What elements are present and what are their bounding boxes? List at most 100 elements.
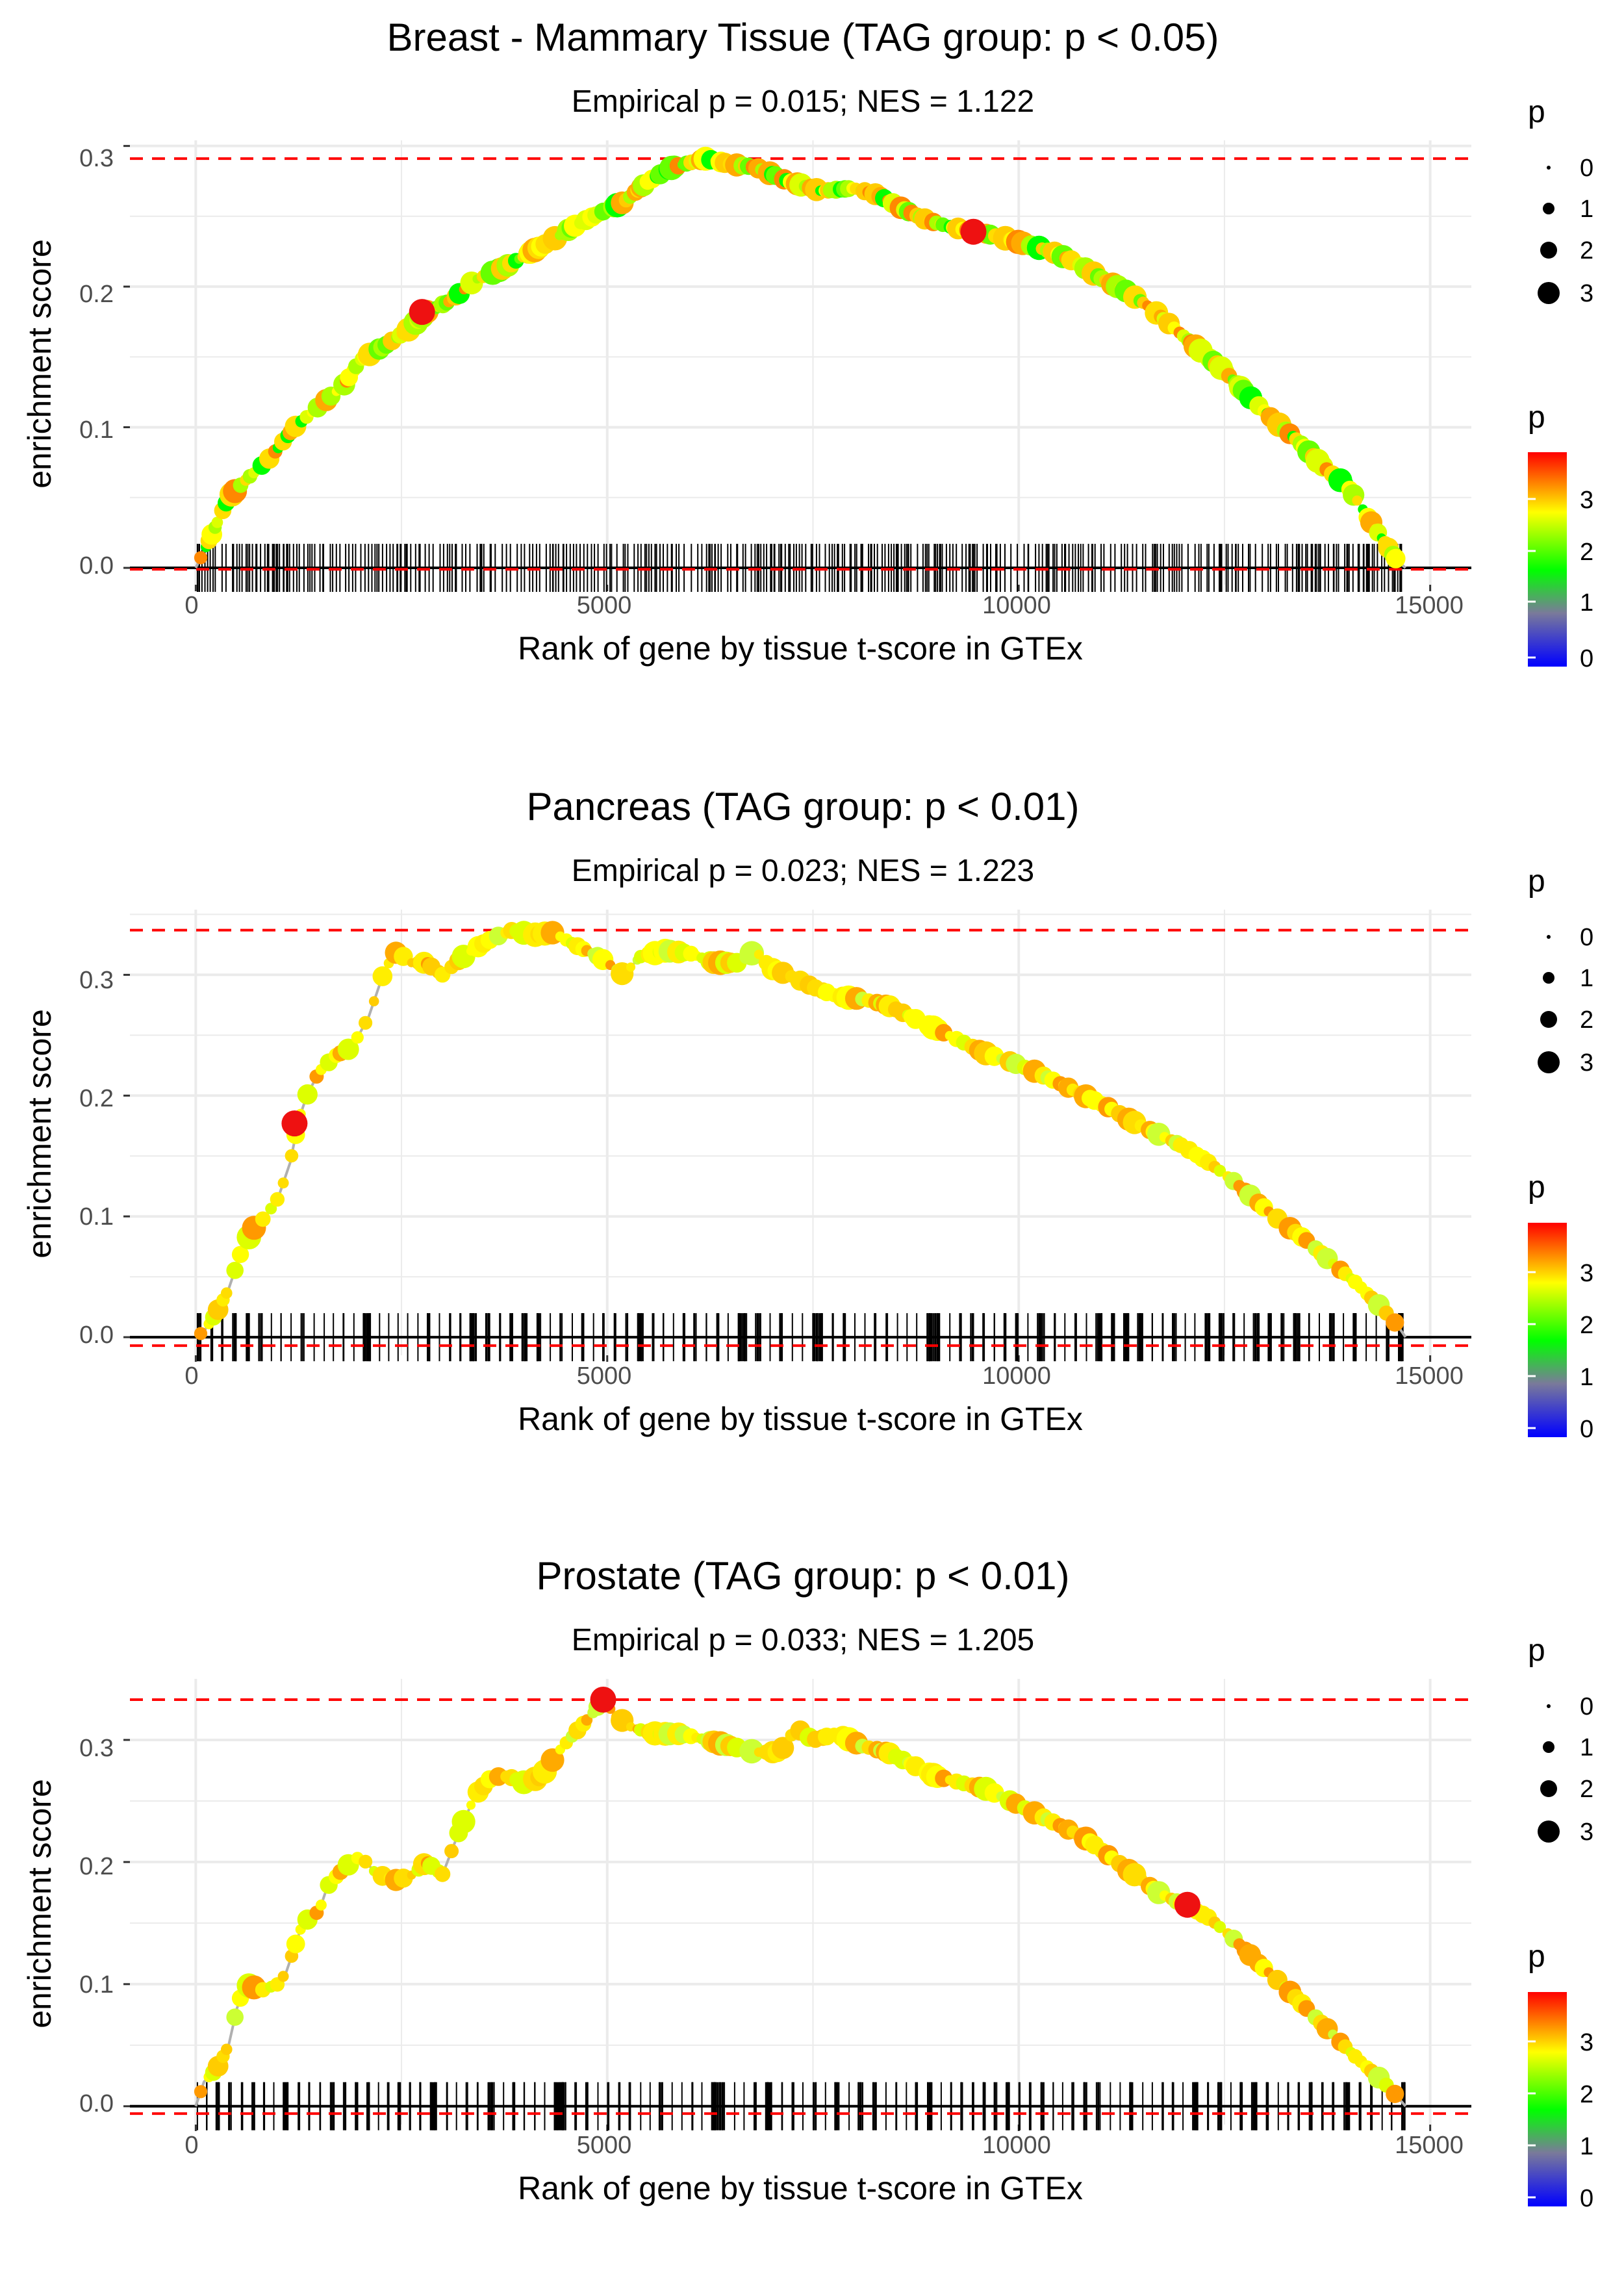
size-legend: p 0 1 2 3 [1528,1633,1593,1846]
color-legend: p 0 1 2 3 [1528,400,1593,672]
enrichment-point [351,1031,364,1044]
enrichment-point [221,1287,233,1299]
panel-subtitle: Empirical p = 0.023; NES = 1.223 [572,854,1034,888]
significant-point [960,218,987,245]
color-legend-label: 0 [1580,1416,1593,1443]
color-legend-label: 0 [1580,2185,1593,2212]
x-tick-label: 10000 [982,592,1051,619]
size-legend-dot [1538,282,1560,304]
panel-title: Breast - Mammary Tissue (TAG group: p < … [387,16,1219,59]
enrichment-point [434,1866,451,1882]
y-tick-label: 0.2 [79,1853,114,1880]
color-legend-label: 3 [1580,1260,1593,1287]
size-legend-label: 3 [1580,280,1593,307]
enrichment-point [451,1809,476,1833]
size-legend-dot [1540,1011,1557,1028]
y-axis-label: enrichment score [21,1009,58,1258]
color-legend: p 0 1 2 3 [1528,1939,1593,2212]
enrichment-point [626,962,636,972]
plot-area [123,1679,1471,2131]
y-tick-label: 0.3 [79,1735,114,1762]
panel-subtitle: Empirical p = 0.015; NES = 1.122 [572,84,1034,119]
y-tick-label: 0.1 [79,1203,114,1231]
enrichment-point [772,1737,794,1759]
color-legend-title: p [1528,1170,1545,1205]
color-legend: p 0 1 2 3 [1528,1170,1593,1443]
x-tick-label: 15000 [1395,2132,1464,2159]
x-tick-label: 15000 [1395,592,1464,619]
enrichment-point [194,551,208,565]
enrichment-point [466,1800,476,1810]
x-tick-label: 5000 [577,2132,632,2159]
size-legend-dot [1547,935,1551,939]
enrichment-point [194,1327,208,1340]
enrichment-point [194,2085,208,2099]
enrichment-point [368,996,379,1006]
panel-title: Pancreas (TAG group: p < 0.01) [527,785,1080,828]
size-legend-title: p [1528,864,1545,899]
plot-area [123,140,1471,593]
x-tick-label: 0 [184,592,198,619]
color-legend-label: 1 [1580,589,1593,617]
enrichment-point [285,1149,299,1163]
x-tick-label: 0 [184,2132,198,2159]
x-tick-label: 0 [184,1362,198,1390]
y-axis-label: enrichment score [21,1779,58,2028]
y-tick-label: 0.3 [79,967,114,994]
enrichment-point [337,1038,359,1060]
color-legend-label: 3 [1580,487,1593,514]
enrichment-point [444,1844,459,1859]
size-legend-dot [1547,1704,1551,1708]
panel-1: Breast - Mammary Tissue (TAG group: p < … [21,16,1593,672]
plot-area [123,910,1471,1362]
enrichment-point [286,1934,305,1954]
x-tick-label: 10000 [982,1362,1051,1390]
enrichment-point [739,1739,765,1764]
enrichment-points [194,146,1406,568]
color-legend-label: 2 [1580,2081,1593,2108]
y-tick-label: 0.3 [79,145,114,172]
y-tick-label: 0.2 [79,1085,114,1112]
enrichment-point [255,1211,271,1227]
size-legend: p 0 1 2 3 [1528,864,1593,1077]
x-tick-label: 10000 [982,2132,1051,2159]
panel-subtitle: Empirical p = 0.033; NES = 1.205 [572,1623,1034,1657]
enrichment-point [1386,548,1406,568]
enrichment-point [226,1262,244,1279]
enrichment-point [1352,495,1362,506]
size-legend-label: 2 [1580,1776,1593,1803]
color-legend-label: 1 [1580,1364,1593,1391]
size-legend-label: 1 [1580,965,1593,992]
y-tick-label: 0.0 [79,552,114,580]
x-tick-labels: 0 5000 10000 15000 [184,592,1463,619]
axis-ticks [123,973,1432,1362]
enrichment-point [211,517,223,528]
y-axis-label: enrichment score [21,239,58,489]
enrichment-point [231,1246,249,1264]
color-legend-title: p [1528,1939,1545,1974]
x-tick-labels: 0 5000 10000 15000 [184,2132,1463,2159]
size-legend-label: 3 [1580,1049,1593,1077]
size-legend-dot [1543,1741,1554,1753]
x-tick-labels: 0 5000 10000 15000 [184,1362,1463,1390]
size-legend-dot [1540,242,1557,259]
panel-2: Pancreas (TAG group: p < 0.01) Empirical… [21,785,1593,1443]
y-tick-label: 0.1 [79,1971,114,1999]
size-legend-dot [1547,166,1551,170]
size-legend-dot [1538,1051,1560,1073]
size-legend-title: p [1528,95,1545,129]
enrichment-point [754,949,764,960]
size-legend-title: p [1528,1633,1545,1668]
significant-point [590,1687,616,1713]
color-legend-label: 2 [1580,539,1593,566]
color-bar [1528,1992,1567,2206]
panel-3: Prostate (TAG group: p < 0.01) Empirical… [21,1554,1593,2212]
color-legend-label: 1 [1580,2133,1593,2160]
enrichment-point [1386,1313,1404,1332]
x-axis-label: Rank of gene by tissue t-score in GTEx [518,1401,1083,1437]
color-legend-label: 0 [1580,645,1593,672]
enrichment-point [221,2043,233,2056]
size-legend-label: 3 [1580,1819,1593,1846]
size-legend-label: 1 [1580,1734,1593,1761]
